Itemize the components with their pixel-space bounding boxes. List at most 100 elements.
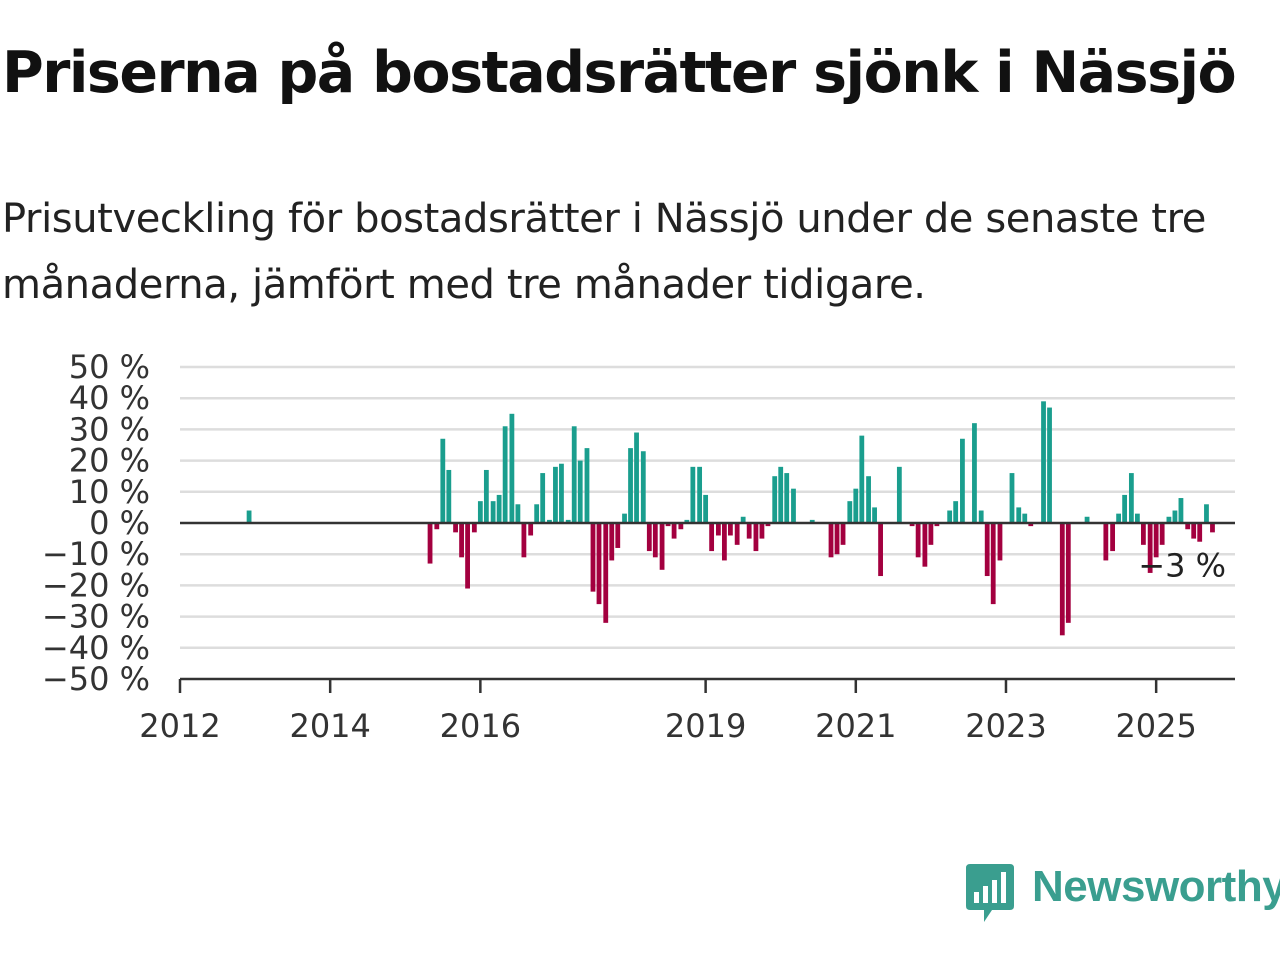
y-tick-label: 40 % [69, 379, 150, 417]
bar [1009, 473, 1015, 523]
bar [1210, 523, 1215, 533]
bar [734, 523, 740, 545]
bar [859, 435, 865, 523]
bar [1065, 523, 1071, 623]
bar [960, 438, 965, 523]
bar [678, 523, 684, 530]
bar [709, 523, 715, 552]
bar [659, 523, 665, 570]
x-tick-label: 2016 [440, 707, 521, 745]
bar [571, 426, 577, 523]
bar [453, 523, 458, 533]
bar-chart: 50 %40 %30 %20 %10 %0 %−10 %−20 %−30 %−4… [42, 348, 1235, 745]
bar [509, 413, 515, 523]
bar [584, 448, 590, 523]
bar [853, 488, 859, 523]
bar [690, 466, 696, 523]
bar [540, 473, 546, 523]
gridlines [180, 365, 1235, 650]
y-tick-label: 10 % [69, 473, 150, 511]
x-axis-ticks: 2012 2014 2016 2019 2021 2023 2025 [139, 679, 1197, 745]
bar [934, 523, 940, 527]
bar [922, 523, 928, 567]
bar [496, 494, 502, 523]
bar [609, 523, 615, 561]
bar [697, 466, 703, 523]
bar [953, 501, 959, 523]
bar [1178, 498, 1184, 523]
bar [521, 523, 527, 558]
bar [772, 476, 778, 523]
bar [791, 488, 796, 523]
newsworthy-logo-text: Newsworthy [1032, 862, 1280, 911]
bar [703, 494, 709, 523]
bar [553, 466, 558, 523]
bar [997, 523, 1003, 561]
bar [246, 510, 252, 523]
bar [759, 523, 765, 539]
bar [721, 523, 727, 561]
bar [596, 523, 602, 605]
bar [671, 523, 677, 539]
bar [1022, 513, 1028, 523]
bar [652, 523, 658, 558]
bar [603, 523, 609, 623]
bar [590, 523, 596, 592]
y-tick-label: −10 % [42, 535, 150, 573]
bar [515, 504, 521, 523]
bar [909, 523, 915, 527]
bar [1128, 473, 1134, 523]
bar [828, 523, 834, 558]
bar [1134, 513, 1140, 523]
bar [784, 473, 790, 523]
bar [628, 448, 633, 523]
y-tick-label: 50 % [69, 348, 150, 386]
y-tick-label: −50 % [42, 660, 150, 698]
bar [1159, 523, 1165, 545]
bar [684, 519, 690, 523]
bars [246, 401, 1215, 636]
bar [809, 519, 815, 523]
bar [1197, 523, 1203, 542]
chart-title: Priserna på bostadsrätter sjönk i Nässjö [2, 40, 1237, 106]
bar [1140, 523, 1146, 545]
bar [1153, 523, 1159, 558]
axes [180, 521, 1235, 681]
bar [778, 466, 784, 523]
bar [1185, 523, 1191, 530]
bar [640, 451, 646, 523]
bar [765, 523, 771, 527]
bar [559, 463, 564, 523]
bar [1116, 513, 1122, 523]
bar [740, 516, 746, 523]
x-tick-label: 2021 [815, 707, 896, 745]
bar [477, 501, 483, 523]
bar [753, 523, 759, 552]
bar [1084, 516, 1090, 523]
bar [1047, 407, 1052, 523]
bar [427, 523, 433, 564]
bar [1166, 516, 1172, 523]
bar [622, 513, 627, 523]
bar [615, 523, 621, 548]
bar [1059, 523, 1065, 636]
y-tick-label: −20 % [42, 566, 150, 604]
bar [984, 523, 990, 577]
bar [646, 523, 652, 552]
bar [978, 510, 984, 523]
bar [878, 523, 883, 577]
bar [490, 501, 496, 523]
y-tick-label: −40 % [42, 629, 150, 667]
bar [915, 523, 921, 558]
bar [990, 523, 996, 605]
bar [972, 423, 977, 523]
bar [1147, 523, 1153, 573]
chart-subtitle: Prisutveckling för bostadsrätter i Nässj… [2, 196, 1206, 308]
bar [840, 523, 846, 545]
bar [1041, 401, 1046, 523]
newsworthy-logo-icon [966, 864, 1014, 922]
bar [528, 523, 534, 536]
latest-value-annotation: −3 % [1138, 546, 1226, 584]
y-tick-label: 20 % [69, 442, 150, 480]
bar [728, 523, 733, 536]
